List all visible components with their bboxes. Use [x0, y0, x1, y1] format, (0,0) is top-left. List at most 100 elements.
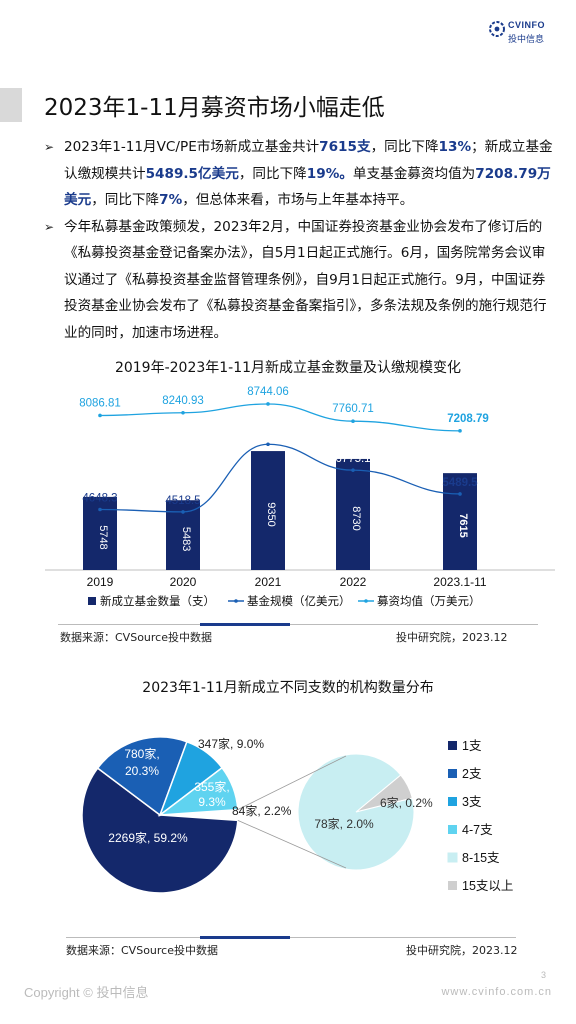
chart1-credit: 投中研究院，2023.12	[396, 631, 508, 644]
legend-label: 新成立基金数量（支）	[100, 594, 215, 608]
legend-swatch	[448, 797, 457, 806]
bullet-item: ➢ 2023年1-11月VC/PE市场新成立基金共计7615支，同比下降13%；新…	[44, 134, 554, 214]
average-value-label: 7760.71	[332, 403, 374, 415]
bar-value-label: 9350	[265, 502, 277, 526]
logo-text: CVINFO	[508, 20, 546, 30]
sub-slice-label: 6家, 0.2%	[380, 795, 433, 810]
bar-value-label: 7615	[457, 513, 469, 537]
bar-value-label: 5748	[97, 525, 109, 549]
x-tick-label: 2022	[340, 575, 367, 589]
bullet-arrow-icon: ➢	[44, 140, 55, 154]
legend-swatch	[448, 769, 457, 778]
source-divider-accent	[200, 936, 290, 939]
title-accent-bar	[0, 88, 22, 122]
highlight-text: 7%	[159, 192, 183, 208]
legend-label: 15支以上	[462, 879, 513, 893]
bar-value-label: 5483	[180, 527, 192, 551]
institution-pie-chart: 780家, 20.3% 2269家, 59.2% 347家, 9.0% 355家,9.3…	[81, 736, 513, 894]
pie-slice	[96, 736, 188, 817]
sub-pie-slice	[297, 753, 415, 871]
source-divider	[58, 624, 538, 625]
bullet-text: ，同比下降	[238, 165, 307, 182]
highlight-text: 7615支	[319, 139, 371, 155]
legend-label: 1支	[462, 739, 482, 753]
bullet-list: ➢ 2023年1-11月VC/PE市场新成立基金共计7615支，同比下降13%；新…	[44, 134, 554, 346]
legend-swatch	[448, 741, 457, 750]
bullet-text: ，同比下降	[91, 192, 160, 208]
company-logo: CVINFO 投中信息	[488, 18, 552, 50]
pie-chart-title: 2023年1-11月新成立不同支数的机构数量分布	[142, 680, 434, 696]
slice-label: 9.3%	[198, 795, 226, 809]
x-tick-label: 2020	[170, 575, 197, 589]
average-point	[458, 429, 462, 433]
x-tick-label: 2023.1-11	[433, 575, 486, 589]
chart2-source: 数据来源：CVSource投中数据	[66, 944, 218, 957]
bullet-text: ，同比下降	[370, 139, 439, 155]
legend-label: 基金规模（亿美元）	[247, 594, 351, 608]
legend-bar-swatch	[88, 597, 96, 605]
pie-slice	[81, 767, 239, 894]
average-value-label: 8240.93	[162, 395, 204, 407]
slice-label: 347家, 9.0%	[198, 736, 264, 751]
bullet-text: ，但总体来看，市场与上年基本持平。	[182, 192, 414, 208]
average-point	[351, 419, 355, 423]
highlight-text: 19%。	[306, 165, 353, 182]
legend-label: 2支	[462, 767, 482, 781]
fund-bar-line-chart: 5748 2019 5483 2020 9350 2021 8730 2022 7615 2023…	[45, 386, 555, 608]
slice-label: 780家,	[124, 746, 159, 761]
legend-label: 募资均值（万美元）	[377, 594, 481, 608]
copyright-text: Copyright © 投中信息	[24, 985, 149, 1000]
bullet-text: ；新成立基金认缴规模共计	[64, 139, 553, 182]
scale-point	[98, 507, 102, 512]
connector-line	[237, 755, 347, 810]
average-point	[181, 410, 185, 415]
bar	[336, 458, 370, 570]
slice-label: 2269家, 59.2%	[108, 830, 188, 845]
scale-value-label: 6775.1	[335, 453, 370, 465]
legend-label: 4-7支	[462, 823, 493, 837]
legend-swatch	[447, 852, 458, 863]
bar	[443, 473, 477, 570]
page-title: 2023年1-11月募资市场小幅走低	[44, 95, 385, 121]
scale-point	[458, 492, 462, 496]
average-point	[266, 402, 270, 406]
other-slice-label: 84家, 2.2%	[232, 803, 292, 818]
source-divider-accent	[200, 623, 290, 626]
bar	[251, 451, 285, 570]
average-value-label: 7208.79	[447, 413, 489, 425]
bar-chart-title: 2019年-2023年1-11月新成立基金数量及认缴规模变化	[114, 360, 462, 376]
scale-value-label: 4648.3	[82, 493, 117, 505]
bar-value-label: 8730	[350, 506, 362, 530]
logo-subtext: 投中信息	[508, 34, 545, 44]
bullet-text: 2023年1-11月VC/PE市场新成立基金共计	[64, 139, 320, 155]
legend-swatch	[448, 825, 457, 834]
slice-label: 355家,	[194, 779, 229, 794]
scale-value-label: 4518.5	[165, 495, 200, 507]
average-point	[98, 413, 102, 418]
x-tick-label: 2021	[255, 575, 282, 589]
x-tick-label: 2019	[87, 575, 114, 589]
highlight-text: 7208.79万美元	[64, 165, 551, 209]
legend-scale-dot	[234, 599, 238, 603]
legend-swatch	[448, 881, 457, 890]
connector-line	[237, 819, 347, 869]
scale-point	[266, 442, 270, 447]
highlight-text: 13%	[438, 139, 472, 155]
bullet-text: 今年私募基金政策频发，2023年2月，中国证券投资基金业协会发布了修订后的《私募…	[64, 218, 547, 341]
bullet-text: 单支基金募资均值为	[352, 165, 476, 182]
bullet-item: ➢ 今年私募基金政策频发，2023年2月，中国证券投资基金业协会发布了修订后的《私…	[44, 214, 554, 347]
highlight-text: 5489.5亿美元	[145, 165, 239, 182]
scale-point	[181, 510, 185, 514]
chart2-credit: 投中研究院，2023.12	[406, 944, 518, 957]
source-divider	[66, 937, 516, 938]
sub-slice-label: 78家, 2.0%	[314, 816, 374, 831]
legend-average-dot	[364, 599, 368, 603]
page-number: 3	[540, 970, 546, 980]
slice-label: 20.3%	[125, 764, 159, 778]
website-url: www.cvinfo.com.cn	[441, 986, 552, 998]
legend-label: 8-15支	[462, 851, 500, 865]
bullet-arrow-icon: ➢	[44, 219, 55, 234]
scale-point	[351, 468, 355, 472]
legend-label: 3支	[462, 795, 482, 809]
chart1-source: 数据来源：CVSource投中数据	[60, 631, 212, 644]
